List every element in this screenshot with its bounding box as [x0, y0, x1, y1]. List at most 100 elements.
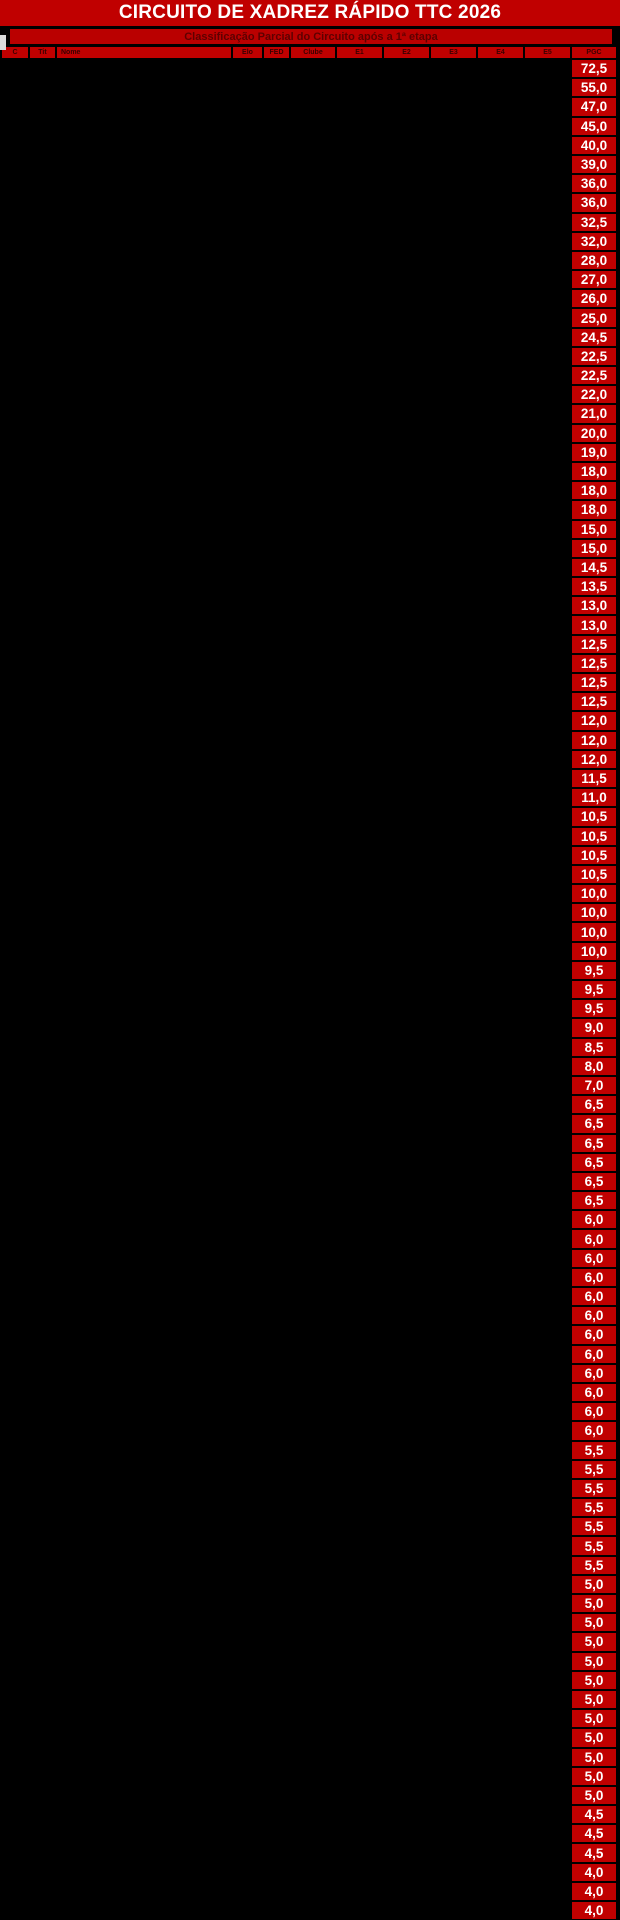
pgc-cell[interactable]: 8,0: [572, 1055, 618, 1075]
pgc-cell[interactable]: 9,5: [572, 979, 618, 999]
pgc-cell[interactable]: 5,5: [572, 1497, 618, 1517]
pgc-cell[interactable]: 5,5: [572, 1439, 618, 1459]
pgc-cell[interactable]: 40,0: [572, 134, 618, 154]
column-header-tit[interactable]: Tit: [30, 47, 57, 58]
pgc-cell[interactable]: 6,5: [572, 1170, 618, 1191]
pgc-cell[interactable]: 6,0: [572, 1247, 618, 1267]
pgc-cell[interactable]: 7,0: [572, 1074, 618, 1095]
pgc-cell[interactable]: 12,5: [572, 652, 618, 672]
pgc-cell[interactable]: 13,0: [572, 614, 618, 634]
pgc-cell[interactable]: 12,5: [572, 633, 618, 653]
pgc-cell[interactable]: 10,5: [572, 825, 618, 845]
column-header-c[interactable]: C: [2, 47, 30, 58]
pgc-cell[interactable]: 45,0: [572, 115, 618, 135]
pgc-cell[interactable]: 6,5: [572, 1151, 618, 1171]
pgc-cell[interactable]: 11,0: [572, 787, 618, 807]
pgc-cell[interactable]: 9,5: [572, 959, 618, 979]
pgc-cell[interactable]: 10,5: [572, 863, 618, 884]
pgc-cell[interactable]: 55,0: [572, 77, 618, 97]
pgc-cell[interactable]: 13,5: [572, 576, 618, 596]
pgc-cell[interactable]: 10,5: [572, 806, 618, 826]
pgc-cell[interactable]: 14,5: [572, 556, 618, 577]
pgc-cell[interactable]: 12,5: [572, 691, 618, 711]
pgc-cell[interactable]: 5,0: [572, 1727, 618, 1747]
pgc-cell[interactable]: 5,0: [572, 1593, 618, 1613]
pgc-cell[interactable]: 6,5: [572, 1132, 618, 1152]
pgc-cell[interactable]: 15,0: [572, 537, 618, 557]
pgc-cell[interactable]: 5,5: [572, 1458, 618, 1478]
pgc-cell[interactable]: 6,0: [572, 1324, 618, 1344]
column-header-e5[interactable]: E5: [525, 47, 572, 58]
pgc-cell[interactable]: 5,5: [572, 1554, 618, 1574]
pgc-cell[interactable]: 5,0: [572, 1612, 618, 1632]
pgc-cell[interactable]: 36,0: [572, 192, 618, 212]
pgc-cell[interactable]: 4,5: [572, 1842, 618, 1862]
pgc-cell[interactable]: 5,5: [572, 1516, 618, 1536]
column-header-pgc[interactable]: PGC: [572, 47, 618, 58]
pgc-cell[interactable]: 4,5: [572, 1823, 618, 1843]
pgc-cell[interactable]: 8,5: [572, 1036, 618, 1056]
pgc-cell[interactable]: 19,0: [572, 441, 618, 461]
pgc-cell[interactable]: 36,0: [572, 173, 618, 193]
pgc-cell[interactable]: 10,0: [572, 883, 618, 903]
pgc-cell[interactable]: 6,0: [572, 1266, 618, 1286]
pgc-cell[interactable]: 9,0: [572, 1017, 618, 1037]
pgc-cell[interactable]: 5,0: [572, 1631, 618, 1651]
pgc-cell[interactable]: 6,0: [572, 1228, 618, 1248]
pgc-cell[interactable]: 5,5: [572, 1477, 618, 1498]
column-header-e1[interactable]: E1: [337, 47, 384, 58]
pgc-cell[interactable]: 15,0: [572, 518, 618, 538]
pgc-cell[interactable]: 4,0: [572, 1900, 618, 1920]
pgc-cell[interactable]: 6,5: [572, 1094, 618, 1114]
pgc-cell[interactable]: 6,0: [572, 1420, 618, 1440]
pgc-cell[interactable]: 6,0: [572, 1401, 618, 1421]
pgc-cell[interactable]: 12,5: [572, 672, 618, 692]
pgc-cell[interactable]: 47,0: [572, 96, 618, 116]
pgc-cell[interactable]: 5,5: [572, 1535, 618, 1555]
pgc-cell[interactable]: 12,0: [572, 748, 618, 768]
pgc-cell[interactable]: 4,0: [572, 1861, 618, 1881]
pgc-cell[interactable]: 5,0: [572, 1669, 618, 1689]
pgc-cell[interactable]: 25,0: [572, 307, 618, 327]
pgc-cell[interactable]: 5,0: [572, 1688, 618, 1709]
column-header-e4[interactable]: E4: [478, 47, 525, 58]
pgc-cell[interactable]: 5,0: [572, 1746, 618, 1766]
pgc-cell[interactable]: 10,5: [572, 844, 618, 864]
pgc-cell[interactable]: 39,0: [572, 153, 618, 174]
pgc-cell[interactable]: 22,5: [572, 365, 618, 385]
column-header-elo[interactable]: Elo: [233, 47, 264, 58]
pgc-cell[interactable]: 6,5: [572, 1190, 618, 1210]
pgc-cell[interactable]: 12,0: [572, 729, 618, 749]
pgc-cell[interactable]: 10,0: [572, 921, 618, 941]
pgc-cell[interactable]: 5,0: [572, 1650, 618, 1670]
column-header-e2[interactable]: E2: [384, 47, 431, 58]
column-header-fed[interactable]: FED: [264, 47, 291, 58]
pgc-cell[interactable]: 32,5: [572, 211, 618, 231]
pgc-cell[interactable]: 9,5: [572, 998, 618, 1018]
pgc-cell[interactable]: 22,5: [572, 345, 618, 365]
pgc-cell[interactable]: 5,0: [572, 1573, 618, 1593]
column-header-nome[interactable]: Nome: [57, 47, 233, 58]
column-header-clube[interactable]: Clube: [291, 47, 337, 58]
pgc-cell[interactable]: 28,0: [572, 249, 618, 270]
pgc-cell[interactable]: 6,0: [572, 1381, 618, 1402]
pgc-cell[interactable]: 4,0: [572, 1880, 618, 1900]
pgc-cell[interactable]: 21,0: [572, 403, 618, 423]
pgc-cell[interactable]: 10,0: [572, 940, 618, 960]
pgc-cell[interactable]: 10,0: [572, 902, 618, 922]
pgc-cell[interactable]: 11,5: [572, 767, 618, 788]
pgc-cell[interactable]: 6,0: [572, 1305, 618, 1325]
pgc-cell[interactable]: 5,0: [572, 1708, 618, 1728]
pgc-cell[interactable]: 32,0: [572, 230, 618, 250]
pgc-cell[interactable]: 18,0: [572, 499, 618, 519]
pgc-cell[interactable]: 20,0: [572, 422, 618, 442]
pgc-cell[interactable]: 6,0: [572, 1286, 618, 1306]
pgc-cell[interactable]: 12,0: [572, 710, 618, 730]
column-header-e3[interactable]: E3: [431, 47, 478, 58]
pgc-cell[interactable]: 27,0: [572, 269, 618, 289]
pgc-cell[interactable]: 5,0: [572, 1765, 618, 1785]
pgc-cell[interactable]: 18,0: [572, 480, 618, 500]
pgc-cell[interactable]: 6,0: [572, 1362, 618, 1382]
pgc-cell[interactable]: 22,0: [572, 384, 618, 404]
pgc-cell[interactable]: 6,5: [572, 1113, 618, 1133]
